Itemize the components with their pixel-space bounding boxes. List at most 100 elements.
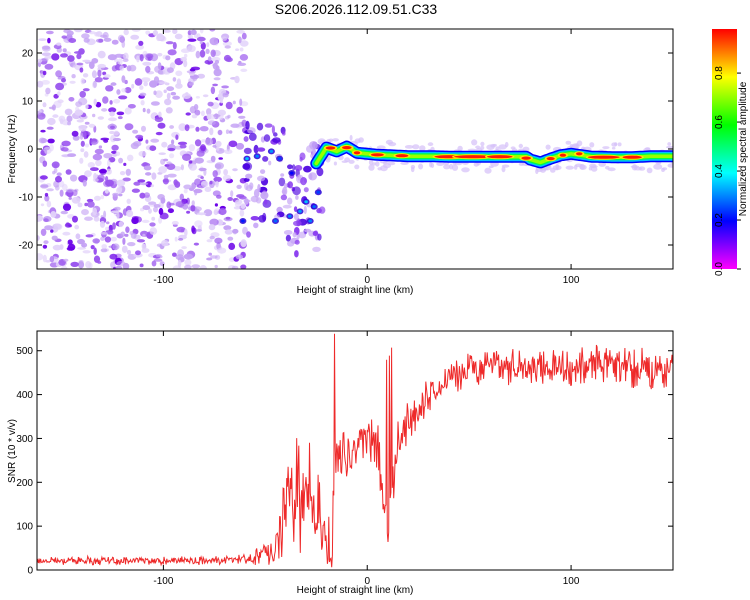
heatmap-cell [142,205,151,211]
heatmap-cell [61,140,71,147]
heatmap-cell [94,195,101,201]
heatmap-cell [113,99,121,104]
heatmap-cell [42,254,47,263]
heatmap-cell [97,69,102,78]
heatmap-cell [243,177,250,182]
colorbar-label: Normalized spectral amplitude [738,81,749,216]
heatmap-cell [213,68,222,77]
heatmap-cell [237,62,247,66]
heatmap-cell [107,54,117,61]
heatmap-cell [184,264,192,269]
heatmap-cell [243,136,249,142]
heatmap-cell [82,179,87,187]
heatmap-cell [200,110,205,117]
heatmap-cell [667,142,672,146]
heatmap-cell [471,139,478,146]
heatmap-cell [243,147,252,155]
heatmap-cell [166,163,176,171]
heatmap-cell [184,53,188,58]
y-tick-label: 0 [27,566,33,577]
heatmap-cell [166,67,174,73]
heatmap-cell [89,138,99,145]
heatmap-cell [209,180,213,185]
heatmap-cell [303,205,307,215]
heatmap-cell [117,116,123,120]
heatmap-cell [94,148,104,155]
heatmap-cell [100,34,108,38]
heatmap-cell [260,169,266,175]
heatmap-cell [127,242,136,247]
y-tick-label: -10 [19,193,34,204]
heatmap-cell [52,170,56,175]
heatmap-cell [133,181,141,186]
heatmap-cell [177,141,188,146]
heatmap-cell [316,167,324,177]
heatmap-cell [199,265,207,269]
heatmap-cell [194,189,198,196]
heatmap-cell [285,234,291,242]
heatmap-cell [83,37,90,43]
heatmap-cell [73,29,83,33]
heatmap-cell [145,65,151,73]
heatmap-cell [178,123,187,131]
heatmap-cell [451,164,459,171]
heatmap-cell [223,225,232,231]
heatmap-cell [161,141,168,148]
spectrogram-y-label: Frequency (Hz) [7,115,18,184]
heatmap-cell [88,123,96,128]
heatmap-cell [219,98,223,104]
heatmap-cell [50,211,57,218]
colorbar-tick-label: 0.4 [714,164,725,178]
heatmap-cell [66,115,73,122]
heatmap-cell [518,143,523,149]
heatmap-cell [82,88,90,92]
heatmap-cell [93,255,101,263]
heatmap-cell [250,195,259,203]
heatmap-cell [201,139,207,143]
heatmap-cell [480,141,485,147]
heatmap-cell [114,206,121,211]
heatmap-cell [111,150,117,154]
heatmap-cell [200,176,204,180]
heatmap-cell [101,244,107,249]
heatmap-cell [292,164,296,171]
x-tick-label: 0 [364,275,370,286]
heatmap-cell [210,49,216,58]
heatmap-cell [165,41,174,45]
heatmap-cell [377,167,383,171]
heatmap-cell [199,41,203,45]
heatmap-cell [273,219,278,223]
heatmap-cell [196,229,203,232]
heatmap-cell [85,261,92,269]
heatmap-cell [253,222,259,229]
heatmap-cell [81,209,89,216]
chart-title: S206.2026.112.09.51.C33 [275,1,438,17]
heatmap-cell [43,146,52,154]
heatmap-cell [60,53,68,58]
heatmap-cell [303,187,309,193]
heatmap-cell [141,125,146,132]
heatmap-cell [148,208,152,214]
heatmap-cell [295,195,299,200]
heatmap-cell [91,70,97,79]
heatmap-cell [250,216,259,221]
heatmap-cell [292,232,297,238]
heatmap-cell [143,165,152,171]
heatmap-cell [136,55,140,63]
heatmap-cell [165,55,171,61]
heatmap-cell [92,153,103,161]
heatmap-cell [225,57,233,63]
heatmap-cell [77,247,87,250]
heatmap-cell [40,228,47,236]
heatmap-cell [221,85,230,89]
heatmap-cell [135,250,141,256]
heatmap-cell [150,101,160,106]
heatmap-cell [84,170,92,178]
heatmap-cell [44,195,50,202]
heatmap-cell [204,59,214,65]
heatmap-cell [230,123,240,128]
heatmap-cell [97,116,105,120]
heatmap-cell [385,139,393,145]
heatmap-cell [419,145,426,152]
